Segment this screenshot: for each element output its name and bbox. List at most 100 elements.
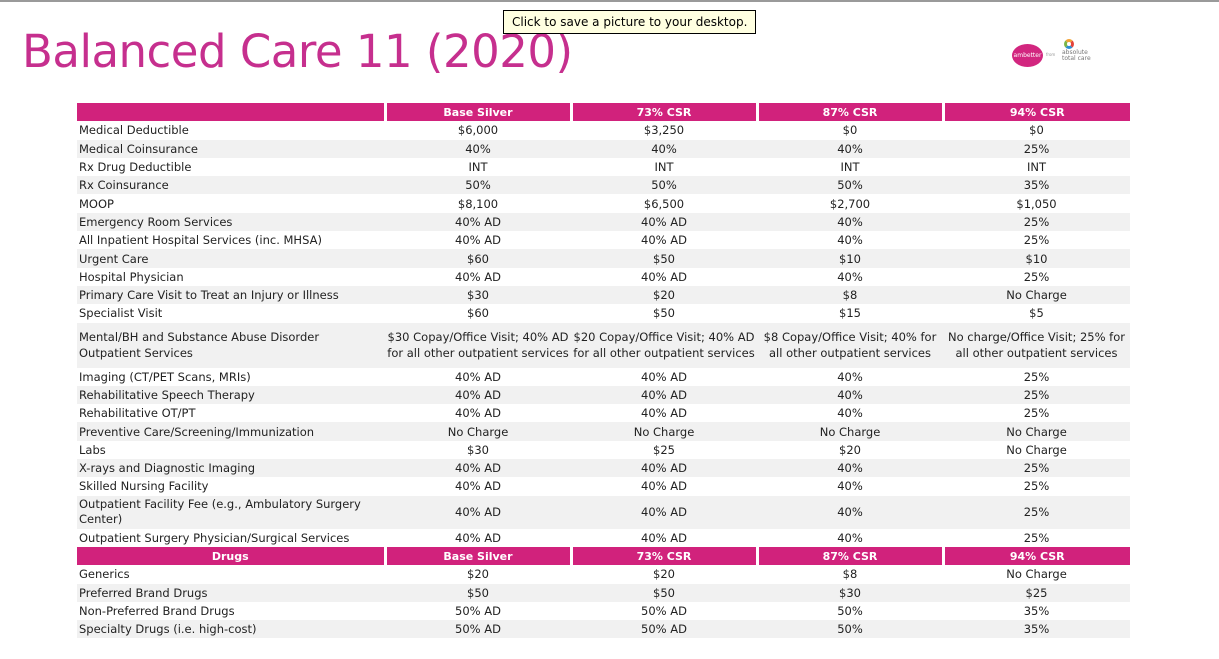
row-value-cell: $6,000 [457, 123, 499, 138]
row-value-cell: $0 [842, 123, 858, 138]
row-label: Outpatient Facility Fee (e.g., Ambulator… [77, 495, 385, 529]
drugs-header-cell-base-silver: Base Silver [383, 546, 571, 566]
table-row: Outpatient Facility Fee (e.g., Ambulator… [77, 495, 1130, 529]
row-value-cell: $20 [571, 285, 757, 305]
row-value-cell: No Charge [757, 422, 943, 441]
row-value-cell: 40% AD [641, 233, 687, 248]
table-row: Rehabilitative Speech Therapy 40% AD 40% A… [77, 385, 1130, 405]
table-header-row: Base Silver 73% CSR 87% CSR 94% CSR [77, 103, 1130, 122]
row-value-cell: 50% AD [455, 603, 501, 618]
row-value-cell: $8 [842, 567, 858, 582]
header-cell-73-csr: 73% CSR [569, 103, 757, 122]
save-picture-tooltip: Click to save a picture to your desktop. [503, 10, 757, 34]
row-value-cell: 50% AD [385, 620, 571, 639]
row-value-cell: 40% [837, 369, 863, 384]
row-label: Emergency Room Services [77, 212, 385, 232]
table-row: Hospital Physician 40% AD 40% AD 40% 25% [77, 268, 1130, 286]
row-value-cell: No Charge [571, 422, 757, 441]
row-value-cell: 40% AD [571, 495, 757, 529]
row-value-cell: 25% [1023, 530, 1050, 545]
logo-from-text: from [1046, 52, 1056, 57]
table-row: Generics $20 $20 $8 No Charge [77, 565, 1130, 583]
row-label: Rehabilitative Speech Therapy [77, 385, 385, 405]
table-row: Outpatient Surgery Physician/Surgical Se… [77, 529, 1130, 547]
row-value-cell: 40% AD [385, 212, 571, 232]
partner-logo-line2: total care [1062, 55, 1091, 62]
drugs-header-cell-94-csr: 94% CSR [941, 546, 1130, 566]
table-row: Preferred Brand Drugs $50 $50 $30 $25 [77, 583, 1130, 602]
row-value-cell: 40% [757, 459, 943, 478]
row-value-cell: INT [468, 160, 488, 175]
row-value-cell: $20 [653, 567, 675, 582]
row-value-cell: 40% [757, 212, 943, 232]
row-value-cell: 50% [757, 620, 943, 639]
row-value-cell: 40% [837, 530, 863, 545]
row-value-cell: $3,250 [643, 123, 685, 138]
table-row: Specialty Drugs (i.e. high-cost) 50% AD 50… [77, 620, 1130, 639]
row-label: X-rays and Diagnostic Imaging [77, 459, 385, 478]
table-row: Mental/BH and Substance Abuse Disorder O… [77, 322, 1130, 368]
page-title: Balanced Care 11 (2020) [22, 25, 573, 78]
row-value-cell: 40% AD [571, 385, 757, 405]
row-label: Urgent Care [77, 249, 385, 268]
header-cell-label [77, 103, 385, 122]
row-value-cell: 25% [1023, 369, 1050, 384]
row-value-cell: 50% AD [641, 603, 687, 618]
row-value-cell: 40% [757, 385, 943, 405]
row-value-cell: 40% AD [571, 459, 757, 478]
row-label: Medical Deductible [79, 123, 189, 138]
row-value-cell: 25% [1023, 269, 1050, 284]
row-value-cell: 40% [385, 139, 571, 158]
table-row: Specialist Visit $60 $50 $15 $5 [77, 304, 1130, 322]
row-value-cell: 50% [837, 603, 863, 618]
benefits-table: Base Silver 73% CSR 87% CSR 94% CSR Medi… [77, 103, 1130, 639]
row-value-cell: $30 [385, 285, 571, 305]
row-label: All Inpatient Hospital Services (inc. MH… [79, 233, 322, 248]
row-value-cell: 25% [943, 459, 1130, 478]
drugs-header-cell-73-csr: 73% CSR [569, 546, 757, 566]
row-value-cell: INT [654, 160, 674, 175]
row-value-cell: $60 [385, 249, 571, 268]
row-value-cell: 25% [1023, 233, 1050, 248]
company-logo[interactable]: ambetter from absolute total care [1012, 38, 1112, 74]
row-value-cell: 40% AD [385, 495, 571, 529]
row-label: Non-Preferred Brand Drugs [79, 603, 235, 618]
table-row: Rx Drug Deductible INT INT INT INT [77, 158, 1130, 176]
row-value-cell: 25% [1023, 406, 1050, 421]
table-row: All Inpatient Hospital Services (inc. MH… [77, 231, 1130, 249]
benefits-table-body: Medical Deductible $6,000 $3,250 $0 $0 Medica… [77, 121, 1130, 547]
row-value-cell: 40% AD [455, 406, 501, 421]
row-label: Rehabilitative OT/PT [79, 406, 196, 421]
row-label: Skilled Nursing Facility [79, 479, 209, 494]
window-top-border [0, 0, 1219, 2]
row-label: Specialist Visit [79, 306, 163, 321]
row-label: Rx Coinsurance [77, 176, 385, 195]
row-value-cell: $60 [467, 306, 489, 321]
row-value-cell: $1,050 [1016, 196, 1057, 211]
drugs-header-cell-label: Drugs [77, 546, 385, 566]
partner-logo-text: absolute total care [1062, 50, 1091, 62]
row-value-cell: 35% [943, 176, 1130, 195]
row-label: Labs [79, 442, 106, 457]
ambetter-logo-icon: ambetter [1012, 44, 1043, 67]
row-value-cell: No Charge [943, 422, 1130, 441]
row-label: Imaging (CT/PET Scans, MRIs) [79, 369, 251, 384]
table-row: X-rays and Diagnostic Imaging 40% AD 40% A… [77, 459, 1130, 478]
table-row: Preventive Care/Screening/Immunization No… [77, 422, 1130, 441]
row-label: Medical Coinsurance [77, 139, 385, 158]
row-value-cell: $50 [571, 583, 757, 602]
row-value-cell: 35% [943, 620, 1130, 639]
row-value-cell: No charge/Office Visit; 25% for all othe… [943, 322, 1130, 368]
row-value-cell: 40% AD [641, 269, 687, 284]
row-value-cell: 40% [571, 139, 757, 158]
row-value-cell: $5 [1029, 306, 1044, 321]
table-row: Non-Preferred Brand Drugs 50% AD 50% AD 50%… [77, 602, 1130, 620]
row-value-cell: No Charge [1006, 442, 1067, 457]
row-value-cell: $6,500 [643, 196, 685, 211]
row-value-cell: 40% [757, 495, 943, 529]
row-value-cell: 40% AD [571, 212, 757, 232]
row-label: Hospital Physician [79, 269, 184, 284]
row-value-cell: No Charge [1006, 567, 1067, 582]
row-value-cell: $25 [653, 442, 675, 457]
drugs-header-cell-87-csr: 87% CSR [755, 546, 943, 566]
